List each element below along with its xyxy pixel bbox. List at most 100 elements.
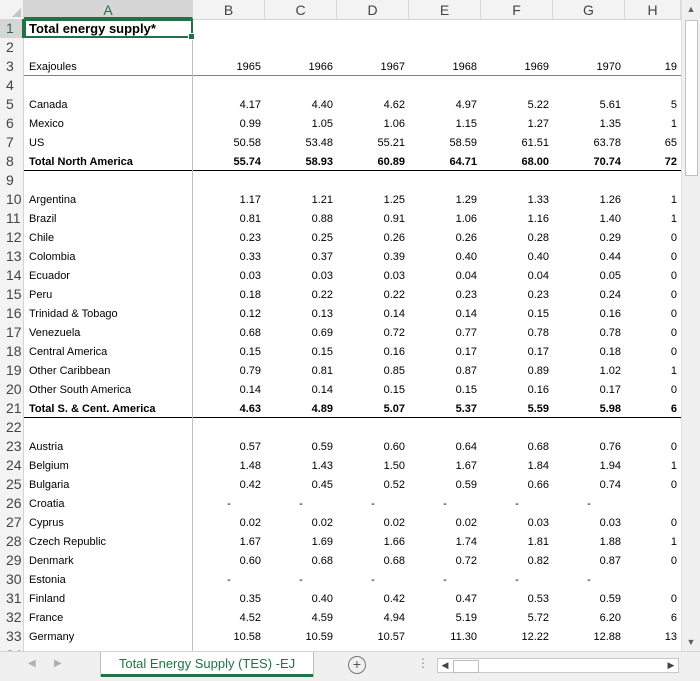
cell-value[interactable]: 65	[664, 137, 677, 149]
cell-value[interactable]: 58.93	[305, 156, 333, 168]
cell-value[interactable]: 0.12	[239, 308, 261, 320]
row-header[interactable]: 19	[0, 361, 24, 380]
cell-value[interactable]: -	[227, 498, 231, 510]
cell-value[interactable]: 10.58	[233, 631, 261, 643]
cell-value[interactable]: 1.50	[383, 460, 405, 472]
cell-value[interactable]: 5.37	[455, 403, 477, 415]
cell-value[interactable]: 0.15	[383, 384, 405, 396]
cell-value[interactable]: 1.40	[599, 213, 621, 225]
cell-value[interactable]: 0	[670, 593, 677, 605]
row-header[interactable]: 24	[0, 456, 24, 475]
cell-label[interactable]: Total North America	[29, 156, 133, 168]
cell-value[interactable]: 0.29	[599, 232, 621, 244]
cell-value[interactable]: 63.78	[593, 137, 621, 149]
row-header[interactable]: 17	[0, 323, 24, 342]
cell-label[interactable]: Canada	[29, 99, 68, 111]
row-header[interactable]: 20	[0, 380, 24, 399]
cell-value[interactable]: 11.30	[450, 631, 477, 643]
cell-label[interactable]: Venezuela	[29, 327, 81, 339]
cell-value[interactable]: 0.02	[455, 517, 477, 529]
cell-label[interactable]: Ecuador	[29, 270, 70, 282]
cell-value[interactable]: 0.88	[311, 213, 333, 225]
cell-value[interactable]: 0.28	[527, 232, 549, 244]
cell-value[interactable]: 1.05	[311, 118, 333, 130]
selected-cell-A1[interactable]	[24, 19, 195, 40]
cell-value[interactable]: 0.45	[311, 479, 333, 491]
row-header[interactable]: 34	[0, 646, 24, 651]
row-header[interactable]: 4	[0, 76, 24, 95]
cell-value[interactable]: 10.57	[377, 631, 405, 643]
row-header[interactable]: 25	[0, 475, 24, 494]
cell-value[interactable]	[625, 494, 681, 513]
cell-value[interactable]: 0.17	[527, 346, 549, 358]
cell-value[interactable]: 4.89	[311, 403, 333, 415]
cell-value[interactable]: 0	[670, 327, 677, 339]
cell-value[interactable]: 1.66	[383, 536, 405, 548]
cell-value[interactable]: 0.64	[455, 441, 477, 453]
cell-value[interactable]: 1.25	[383, 194, 405, 206]
row-header[interactable]: 14	[0, 266, 24, 285]
cell-value[interactable]: 0.77	[455, 327, 477, 339]
cell-value[interactable]: 0.18	[599, 346, 621, 358]
cell-value[interactable]: -	[443, 498, 447, 510]
cell-value[interactable]: 0.05	[599, 270, 621, 282]
cell-value[interactable]: 0.25	[311, 232, 333, 244]
cell-value[interactable]: 0	[670, 270, 677, 282]
cell-value[interactable]: 1.17	[239, 194, 261, 206]
cell-value[interactable]: 0.72	[455, 555, 477, 567]
scroll-up-arrow-icon[interactable]: ▲	[686, 4, 696, 14]
cell-value[interactable]: 0.02	[383, 517, 405, 529]
cell-value[interactable]: 5.22	[527, 99, 549, 111]
cell-label[interactable]: Cyprus	[29, 517, 64, 529]
cell-value[interactable]: -	[587, 498, 591, 510]
sheet-tab-total-energy-supply[interactable]: Total Energy Supply (TES) -EJ	[101, 652, 313, 677]
cell-value[interactable]: 1.06	[383, 118, 405, 130]
cell-value[interactable]: 0.03	[527, 517, 549, 529]
cell-value[interactable]: 0.42	[239, 479, 261, 491]
cell-value[interactable]: 0.85	[383, 365, 405, 377]
cell-label[interactable]	[29, 418, 192, 437]
cell-value[interactable]: 1.35	[599, 118, 621, 130]
cell-value[interactable]: 0.24	[599, 289, 621, 301]
column-header-c[interactable]: C	[265, 0, 337, 19]
cell-value[interactable]: 1.48	[239, 460, 261, 472]
cell-value[interactable]: 0.16	[599, 308, 621, 320]
row-header[interactable]: 32	[0, 608, 24, 627]
cell-value[interactable]: 1.02	[599, 365, 621, 377]
cell-value[interactable]: 0.79	[239, 365, 261, 377]
cell-value[interactable]: 1968	[452, 61, 477, 73]
cell-value[interactable]: 0.23	[527, 289, 549, 301]
cell-value[interactable]: -	[587, 574, 591, 586]
cell-label[interactable]: Mexico	[29, 118, 64, 130]
cell-value[interactable]: 0.26	[455, 232, 477, 244]
cell-value[interactable]: 1970	[596, 61, 621, 73]
cell-label[interactable]: Other Caribbean	[29, 365, 111, 377]
cell-value[interactable]: 0	[670, 308, 677, 320]
cell-label[interactable]: Brazil	[29, 213, 57, 225]
cell-value[interactable]: 0.15	[527, 308, 549, 320]
cell-label[interactable]: Total S. & Cent. America	[29, 403, 156, 415]
cell-value[interactable]: 0.39	[383, 251, 405, 263]
cell-value[interactable]: 0.15	[239, 346, 261, 358]
cell-value[interactable]: 4.52	[239, 612, 261, 624]
cell-value[interactable]: 0.23	[239, 232, 261, 244]
cell-value[interactable]: 0.15	[455, 384, 477, 396]
cell-value[interactable]: 0.35	[239, 593, 261, 605]
cell-label[interactable]	[29, 171, 192, 190]
cell-value[interactable]: 0.59	[455, 479, 477, 491]
cell-value[interactable]: 0.40	[455, 251, 477, 263]
cell-label[interactable]: Denmark	[29, 555, 74, 567]
cell-value[interactable]: 0.14	[311, 384, 333, 396]
add-sheet-button[interactable]: +	[348, 656, 366, 674]
column-header-d[interactable]: D	[337, 0, 409, 19]
cell-value[interactable]: 55.21	[377, 137, 405, 149]
cell-value[interactable]: 0.16	[527, 384, 549, 396]
cell-value[interactable]: 4.63	[239, 403, 261, 415]
cell-value[interactable]: 1.81	[527, 536, 549, 548]
cell-value[interactable]: 0.16	[383, 346, 405, 358]
cell-value[interactable]: -	[443, 574, 447, 586]
cell-value[interactable]: 0.04	[527, 270, 549, 282]
cell-value[interactable]: 1.21	[311, 194, 333, 206]
cell-value[interactable]: 1.43	[311, 460, 333, 472]
row-header[interactable]: 6	[0, 114, 24, 133]
